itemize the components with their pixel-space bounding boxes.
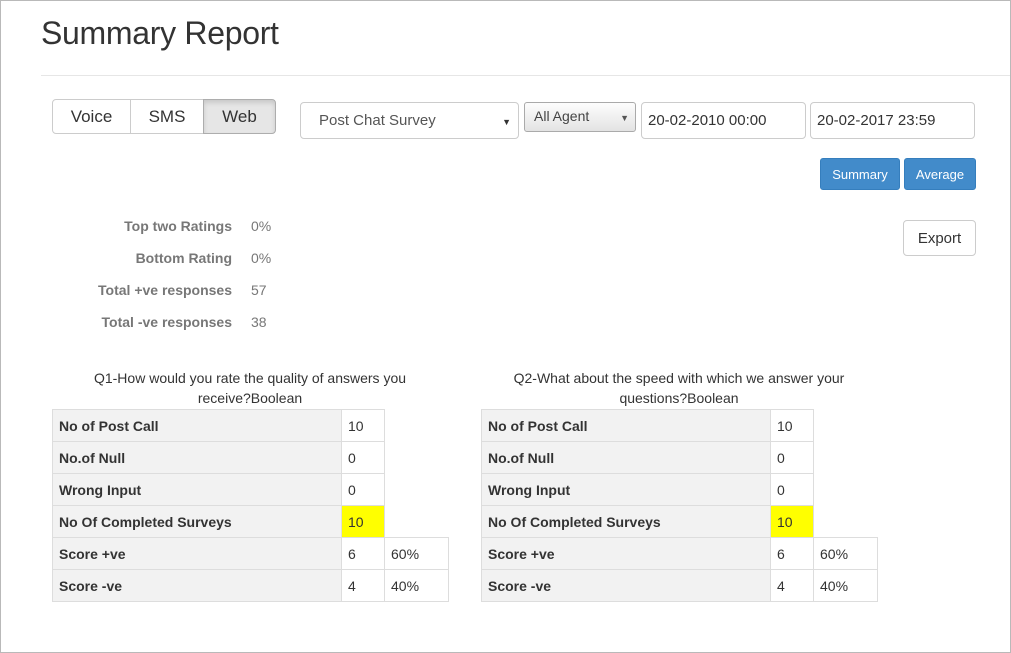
question-2-table: No of Post Call 10 No.of Null 0 Wrong Inpu… [481,409,878,602]
row-label: No Of Completed Surveys [52,505,342,538]
channel-sms-button[interactable]: SMS [130,99,204,134]
table-row: No Of Completed Surveys 10 [52,505,449,538]
row-value: 0 [341,441,385,474]
survey-select[interactable]: Post Chat Survey ▼ [300,102,519,139]
row-label: Score +ve [52,537,342,570]
row-value: 6 [770,537,814,570]
channel-voice-button[interactable]: Voice [52,99,131,134]
agent-select[interactable]: All Agent ▼ [524,102,636,132]
row-value: 0 [341,473,385,506]
table-row: Score -ve 4 40% [481,569,878,602]
title-divider [41,75,1010,76]
date-from-input[interactable]: 20-02-2010 00:00 [641,102,806,139]
row-value: 4 [341,569,385,602]
channel-toggle: Voice SMS Web [52,99,276,134]
stat-negative-label: Total -ve responses [101,314,232,330]
row-label: No.of Null [52,441,342,474]
row-value: 0 [770,441,814,474]
row-value: 6 [341,537,385,570]
export-button[interactable]: Export [903,220,976,256]
table-row: Score +ve 6 60% [481,537,878,570]
table-row: No of Post Call 10 [52,409,449,442]
table-row: Score +ve 6 60% [52,537,449,570]
row-value-highlighted: 10 [770,505,814,538]
stat-negative-value: 38 [251,314,267,330]
row-label: No Of Completed Surveys [481,505,771,538]
stat-bottom-label: Bottom Rating [135,250,232,266]
row-label: No.of Null [481,441,771,474]
question-1-title-line1: Q1-How would you rate the quality of ans… [93,370,407,386]
row-percent: 60% [384,537,449,570]
table-row: No.of Null 0 [52,441,449,474]
table-row: Wrong Input 0 [481,473,878,506]
row-label: Wrong Input [52,473,342,506]
chevron-down-icon: ▼ [502,117,511,127]
agent-select-value: All Agent [534,108,590,124]
stat-top-two-label: Top two Ratings [124,218,232,234]
row-label: Wrong Input [481,473,771,506]
row-label: Score +ve [481,537,771,570]
stat-positive-value: 57 [251,282,267,298]
table-row: No.of Null 0 [481,441,878,474]
date-to-input[interactable]: 20-02-2017 23:59 [810,102,975,139]
stat-bottom-value: 0% [251,250,272,266]
row-value: 10 [341,409,385,442]
stat-positive-label: Total +ve responses [98,282,232,298]
row-label: No of Post Call [481,409,771,442]
row-value: 0 [770,473,814,506]
page-title: Summary Report [41,15,279,51]
question-1-table: No of Post Call 10 No.of Null 0 Wrong Inpu… [52,409,449,602]
table-row: Wrong Input 0 [52,473,449,506]
summary-button[interactable]: Summary [820,158,900,190]
row-value: 10 [770,409,814,442]
question-1-title-line2: receive?Boolean [197,390,303,406]
survey-select-value: Post Chat Survey [319,112,436,129]
row-percent: 40% [384,569,449,602]
question-2-title-line2: questions?Boolean [619,390,739,406]
row-value-highlighted: 10 [341,505,385,538]
row-value: 4 [770,569,814,602]
row-percent: 60% [813,537,878,570]
stat-top-two-value: 0% [251,218,272,234]
question-1-title: Q1-How would you rate the quality of ans… [52,368,448,408]
row-label: No of Post Call [52,409,342,442]
row-label: Score -ve [481,569,771,602]
table-row: No Of Completed Surveys 10 [481,505,878,538]
average-button[interactable]: Average [904,158,976,190]
row-label: Score -ve [52,569,342,602]
channel-web-button[interactable]: Web [203,99,276,134]
table-row: Score -ve 4 40% [52,569,449,602]
row-percent: 40% [813,569,878,602]
table-row: No of Post Call 10 [481,409,878,442]
chevron-down-icon: ▼ [620,113,629,123]
question-2-title-line1: Q2-What about the speed with which we an… [513,370,845,386]
question-2-title: Q2-What about the speed with which we an… [481,368,877,408]
